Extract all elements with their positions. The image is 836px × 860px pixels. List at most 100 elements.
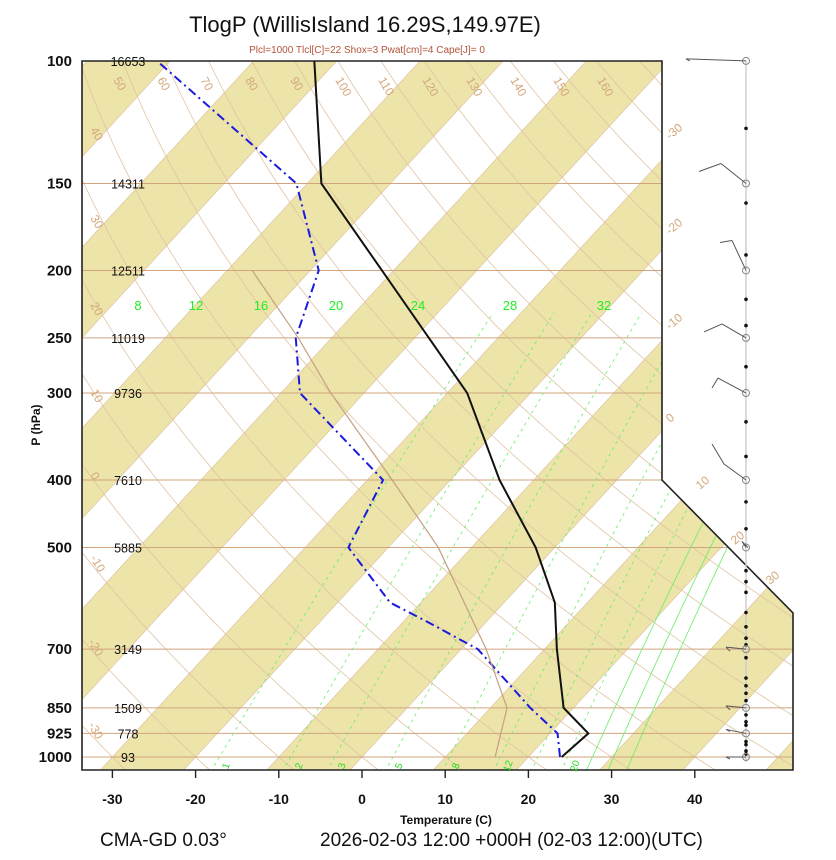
wind-barb-flag <box>703 323 723 333</box>
dry-adiabat-label: 140 <box>507 75 529 100</box>
height-label: 93 <box>121 751 135 765</box>
dry-adiabat-label: 10 <box>87 387 106 406</box>
height-label: 778 <box>118 727 139 741</box>
mixing-ratio-label: 8 <box>134 298 141 313</box>
level-dot <box>744 420 748 424</box>
level-dot <box>744 323 748 328</box>
dry-adiabat-label: 70 <box>197 75 216 94</box>
level-dot <box>744 364 748 369</box>
height-label: 14311 <box>111 178 145 192</box>
mixing-ratio-line <box>492 312 733 770</box>
height-label: 16653 <box>111 55 146 69</box>
temperature-axis: -30 -20 -10 0 10 20 30 40 <box>102 770 703 807</box>
chart-subtitle: Plcl=1000 Tlcl[C]=22 Shox=3 Pwat[cm]=4 C… <box>249 45 485 56</box>
level-dot <box>744 526 748 531</box>
level-dot <box>744 624 748 629</box>
level-dot <box>744 749 748 753</box>
dry-adiabat-label: -10 <box>87 553 108 575</box>
isotherm-line <box>82 61 533 770</box>
wind-barb <box>721 323 747 339</box>
wind-station-circle <box>742 729 750 738</box>
level-dot <box>744 610 748 615</box>
level-dot <box>744 713 748 717</box>
dry-adiabat-line <box>208 61 793 770</box>
mixing-ratio-line <box>441 312 690 770</box>
wind-station-circle <box>742 389 750 398</box>
dry-adiabat-line <box>337 61 793 770</box>
isotherm-line <box>82 61 616 770</box>
mixing-ratio-label: 3 <box>337 761 349 770</box>
wind-barb-flag <box>725 646 731 652</box>
footer-model: CMA-GD 0.03° <box>100 830 227 851</box>
isotherm-line <box>82 61 700 770</box>
dry-adiabat-line <box>380 61 793 770</box>
x-tick-label: 40 <box>687 791 703 807</box>
isotherm-line <box>0 29 33 772</box>
x-tick-label: -30 <box>102 791 122 807</box>
mixing-ratio-line <box>210 312 494 770</box>
level-dot <box>744 500 748 504</box>
wind-barb <box>731 240 747 271</box>
dry-adiabat-label: -30 <box>85 720 106 742</box>
isotherm-label: -10 <box>663 310 686 332</box>
pressure-tick-label: 200 <box>47 262 72 279</box>
y-axis-label: P (hPa) <box>29 404 43 445</box>
dry-adiabat-label: 80 <box>242 75 261 94</box>
height-label: 5885 <box>114 541 142 555</box>
dry-adiabat-line <box>82 61 465 770</box>
isotherm-line <box>82 61 450 770</box>
dry-adiabat-line <box>251 61 793 770</box>
wind-barb-flag <box>698 163 722 172</box>
wind-barb-flag <box>711 443 725 465</box>
dry-adiabat-label: 50 <box>110 75 129 94</box>
wind-barb <box>725 705 747 709</box>
height-label: 12511 <box>111 264 145 278</box>
wind-barb <box>720 163 747 184</box>
level-dot <box>744 636 748 640</box>
mixing-ratio-label: 24 <box>411 298 425 313</box>
x-axis-label: Temperature (C) <box>400 813 492 827</box>
x-tick-label: 10 <box>437 791 453 807</box>
pressure-tick-label: 1000 <box>39 749 72 766</box>
height-label: 11019 <box>111 332 145 346</box>
pressure-tick-label: 250 <box>47 330 72 347</box>
x-tick-label: 30 <box>604 791 620 807</box>
wind-barb-flag <box>719 239 733 243</box>
height-label: 7610 <box>114 474 142 488</box>
wind-station-circle <box>742 476 750 485</box>
plot-border <box>81 60 794 771</box>
dry-adiabat-label: 30 <box>87 213 106 232</box>
wind-station-circle <box>742 179 750 188</box>
wind-barb <box>685 58 747 62</box>
dry-adiabat-label: 40 <box>87 125 106 144</box>
pressure-tick-label: 850 <box>47 700 72 717</box>
dry-adiabat-line <box>122 61 793 770</box>
level-dot <box>744 723 748 727</box>
plot-frame <box>81 60 794 771</box>
wind-station-circle <box>742 266 750 275</box>
level-dot <box>744 590 748 595</box>
wind-barb <box>717 377 747 394</box>
chart-title: TlogP (WillisIsland 16.29S,149.97E) <box>189 12 541 37</box>
isotherm-label: 10 <box>693 473 712 493</box>
dry-adiabat-label: 100 <box>332 75 354 100</box>
isotherm-line <box>82 61 200 770</box>
dry-adiabat-line <box>165 61 793 770</box>
level-dot <box>744 719 748 724</box>
isotherm-line <box>82 61 367 770</box>
isotherm-band <box>0 29 33 772</box>
isotherm-band <box>82 61 533 770</box>
pressure-tick-label: 700 <box>47 641 72 658</box>
mixing-ratio-line <box>326 312 593 770</box>
isotherm-line <box>264 61 793 770</box>
level-dot <box>744 655 748 660</box>
dry-adiabat-label: 20 <box>87 300 106 319</box>
sounding-profiles <box>156 61 590 758</box>
temperature-profile <box>313 61 590 758</box>
x-tick-label: -10 <box>269 791 289 807</box>
level-dot <box>744 579 748 584</box>
level-dot <box>744 126 748 131</box>
level-dot <box>744 201 748 205</box>
wind-barb <box>725 646 747 650</box>
